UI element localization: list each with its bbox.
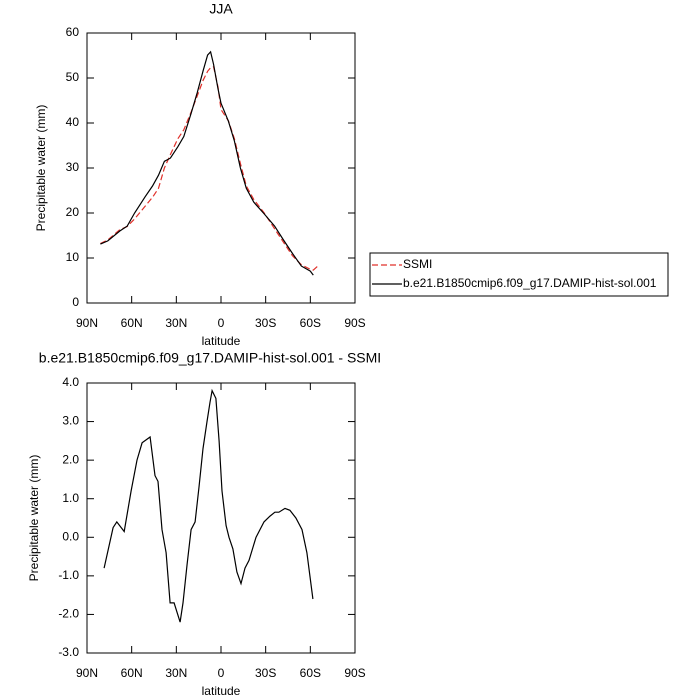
x-tick-label: 60S	[300, 316, 321, 330]
data-line	[103, 388, 314, 623]
y-tick-label: 30	[66, 160, 80, 174]
y-tick-label: 1.0	[62, 491, 79, 505]
x-tick-label: 90S	[344, 666, 365, 680]
legend-label: SSMI	[403, 257, 432, 271]
x-tick-label: 0	[218, 316, 225, 330]
y-tick-label: 0.0	[62, 529, 79, 543]
y-tick-label: 3.0	[62, 414, 79, 428]
y-tick-label: 40	[66, 115, 80, 129]
y-tick-label: 10	[66, 250, 80, 264]
y-axis-label: Precipitable water (mm)	[34, 105, 48, 232]
y-tick-label: 0	[72, 295, 79, 309]
y-tick-label: 2.0	[62, 452, 79, 466]
legend-label: b.e21.B1850cmip6.f09_g17.DAMIP-hist-sol.…	[403, 276, 657, 290]
x-tick-label: 30N	[165, 316, 187, 330]
x-tick-label: 90N	[76, 316, 98, 330]
x-tick-label: 60N	[121, 666, 143, 680]
x-tick-label: 30S	[255, 316, 276, 330]
data-line	[100, 66, 319, 271]
plot-frame	[86, 32, 356, 304]
x-tick-label: 30N	[165, 666, 187, 680]
x-tick-label: 60S	[300, 666, 321, 680]
chart-title: JJA	[209, 1, 233, 17]
x-tick-label: 90S	[344, 316, 365, 330]
x-tick-label: 0	[218, 666, 225, 680]
y-tick-label: -2.0	[58, 607, 79, 621]
x-tick-label: 30S	[255, 666, 276, 680]
data-line	[100, 50, 314, 276]
x-axis-label: latitude	[202, 684, 241, 698]
y-axis-label: Precipitable water (mm)	[27, 455, 41, 582]
legend-box	[369, 252, 669, 297]
y-tick-label: 50	[66, 70, 80, 84]
x-tick-label: 60N	[121, 316, 143, 330]
x-axis-label: latitude	[202, 334, 241, 348]
y-tick-label: 60	[66, 25, 80, 39]
y-tick-label: -3.0	[58, 645, 79, 659]
chart-title: b.e21.B1850cmip6.f09_g17.DAMIP-hist-sol.…	[39, 350, 381, 366]
x-tick-label: 90N	[76, 666, 98, 680]
plot-frame	[86, 382, 356, 654]
y-tick-label: -1.0	[58, 568, 79, 582]
y-tick-label: 20	[66, 205, 80, 219]
y-tick-label: 4.0	[62, 375, 79, 389]
